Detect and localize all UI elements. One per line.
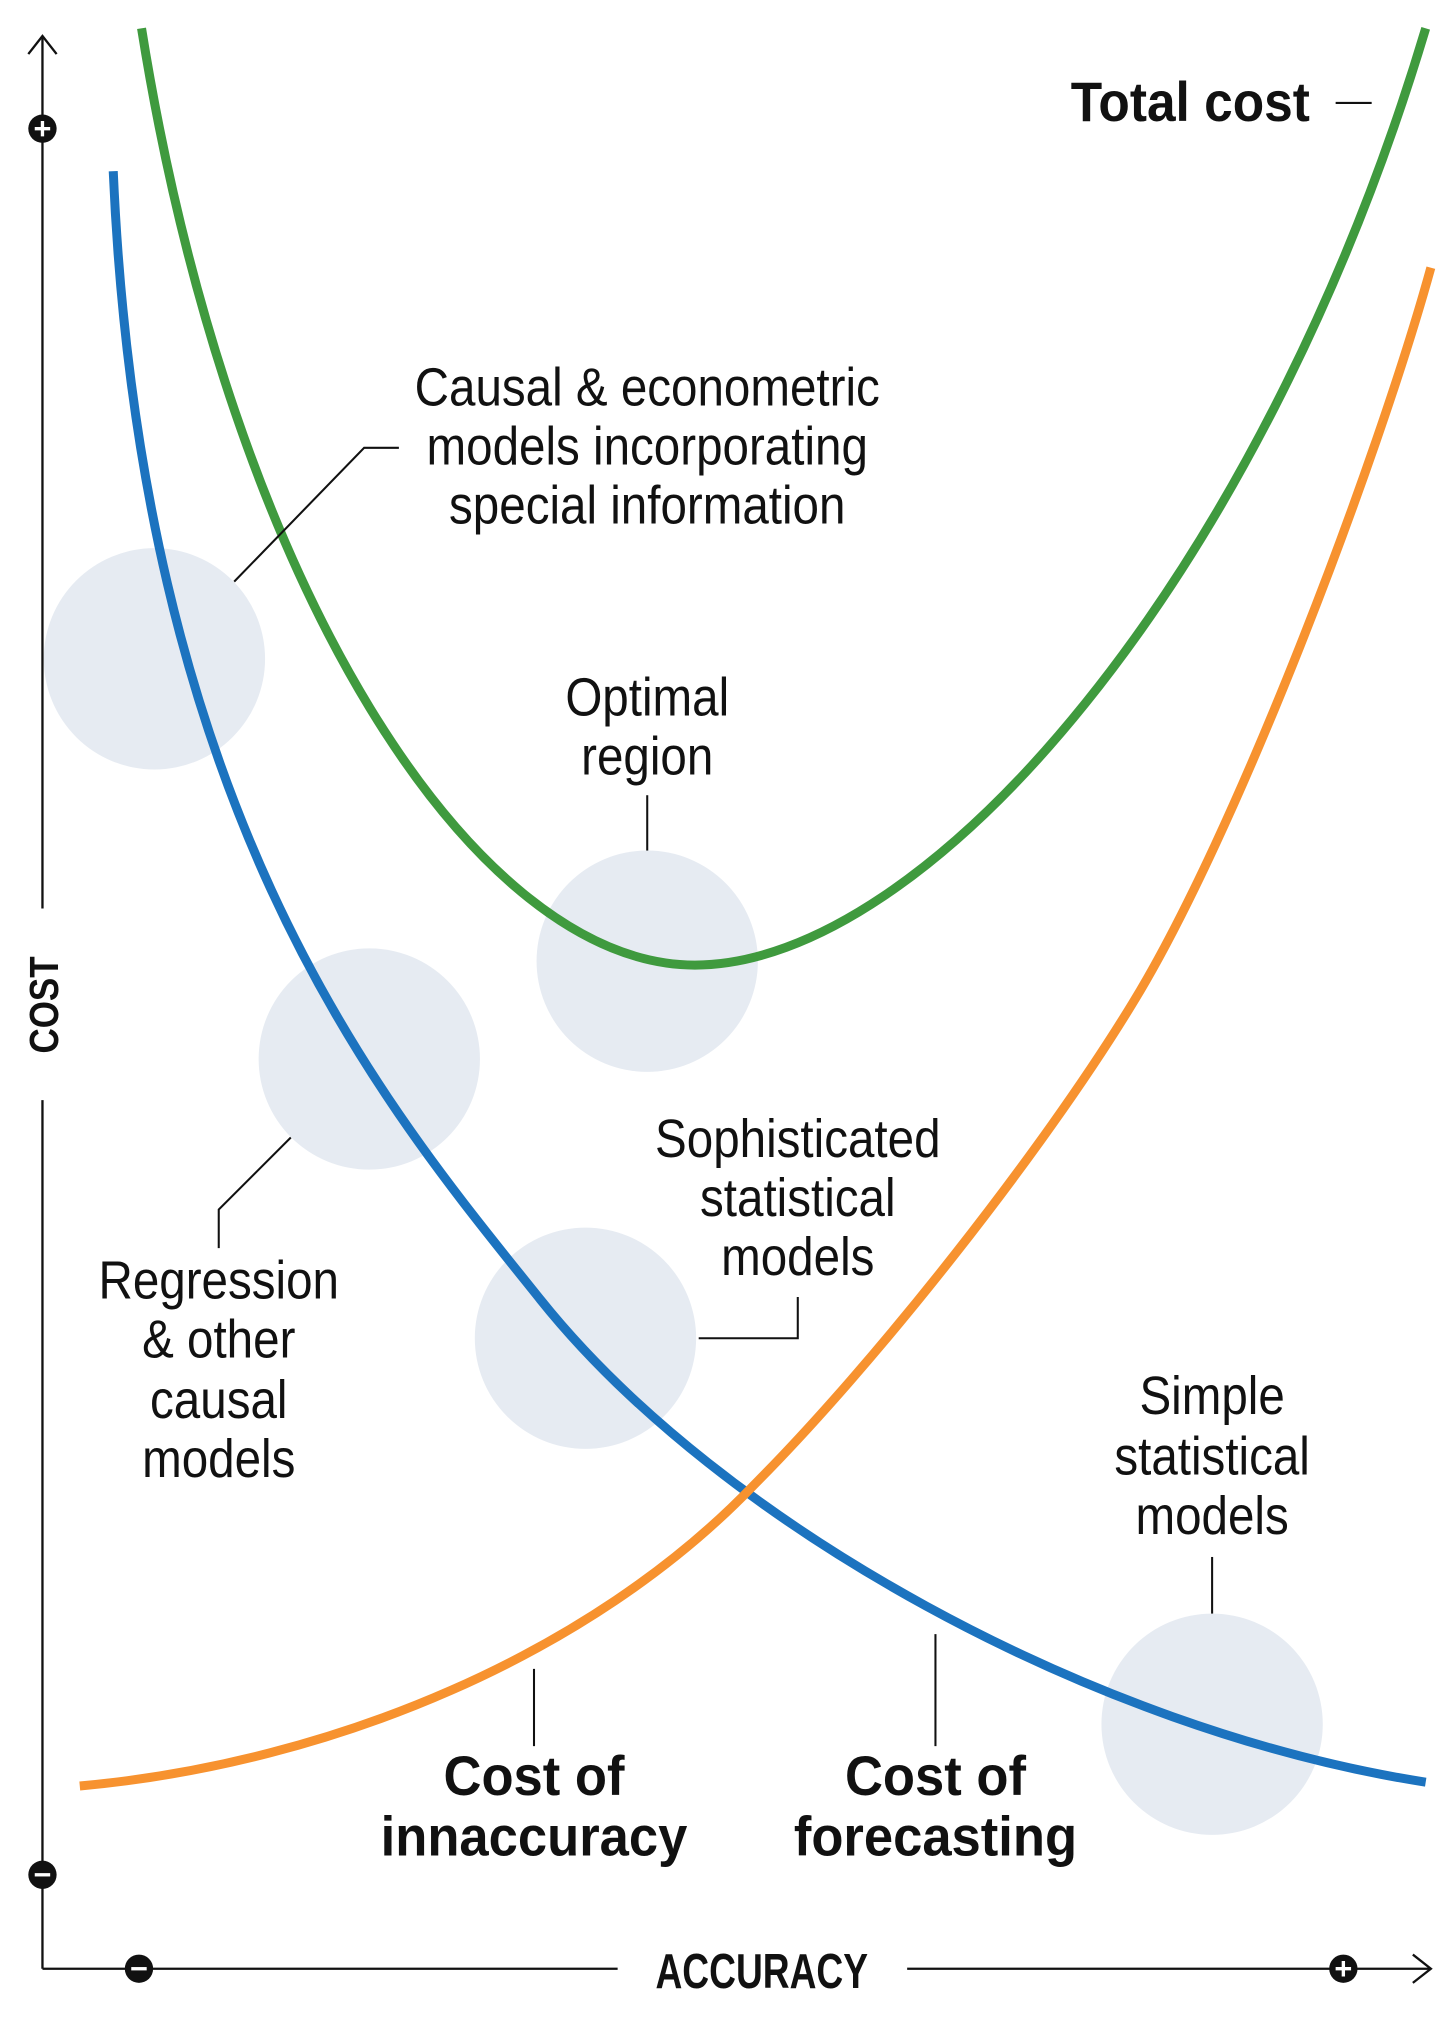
cost-of-innaccuracy-label: Cost of innaccuracy xyxy=(381,1746,688,1868)
curves xyxy=(79,27,1436,1791)
label-line: Optimal xyxy=(565,667,729,728)
region-causal-econometric-circle xyxy=(43,548,266,770)
label-line: models xyxy=(1135,1485,1288,1546)
region-simple-label: Simple statistical models xyxy=(1114,1365,1310,1545)
label-line: Causal & econometric xyxy=(415,357,880,418)
label-line: Cost of xyxy=(845,1746,1027,1808)
leader-line-causal-econometric xyxy=(233,446,399,583)
label-line: models xyxy=(721,1226,874,1287)
leader-lines xyxy=(217,101,1372,1747)
cost-of-forecasting-curve xyxy=(108,170,1427,1787)
label-line: Cost of xyxy=(444,1746,626,1808)
label-line: statistical xyxy=(700,1167,896,1228)
plus-circle-icon xyxy=(28,114,57,143)
cost-of-innaccuracy-curve xyxy=(79,266,1436,1791)
icon-glyph xyxy=(34,120,51,137)
region-regression-label: Regression & other causal models xyxy=(98,1250,339,1489)
label-line: forecasting xyxy=(794,1806,1077,1868)
region-regression-circle xyxy=(258,948,480,1170)
leader-line-regression xyxy=(217,1136,292,1249)
label-line: statistical xyxy=(1114,1426,1310,1487)
region-sophisticated-label: Sophisticated statistical models xyxy=(655,1108,940,1287)
y-axis-label: COST xyxy=(21,956,67,1053)
label-line: & other xyxy=(142,1309,295,1370)
label-line: models xyxy=(142,1428,295,1489)
label-line: region xyxy=(581,726,713,787)
label-line: Simple xyxy=(1139,1365,1284,1426)
minus-circle-icon xyxy=(28,1860,57,1889)
x-axis-label: ACCURACY xyxy=(655,1945,868,1999)
plus-circle-icon xyxy=(1329,1954,1358,1983)
leader-line-sophisticated xyxy=(698,1297,799,1340)
icon-glyph xyxy=(1335,1961,1352,1977)
total-cost-label: Total cost xyxy=(1071,72,1310,133)
label-line: causal xyxy=(150,1369,287,1430)
minus-circle-icon xyxy=(124,1954,154,1983)
label-line: Sophisticated xyxy=(655,1108,940,1169)
label-line: special information xyxy=(449,475,845,536)
region-causal-econometric-label: Causal & econometric models incorporatin… xyxy=(415,357,880,536)
label-line: Regression xyxy=(98,1250,339,1311)
cost-of-forecasting-label: Cost of forecasting xyxy=(794,1746,1077,1868)
axes: COST ACCURACY xyxy=(21,34,1433,1999)
total-cost-curve xyxy=(137,27,1431,970)
x-axis-arrowhead xyxy=(1412,1953,1433,1984)
label-line: models incorporating xyxy=(427,416,868,477)
y-axis-arrowhead xyxy=(27,34,58,55)
region-simple-circle xyxy=(1101,1613,1323,1835)
label-line: innaccuracy xyxy=(381,1806,688,1868)
region-optimal-label: Optimal region xyxy=(565,667,729,787)
